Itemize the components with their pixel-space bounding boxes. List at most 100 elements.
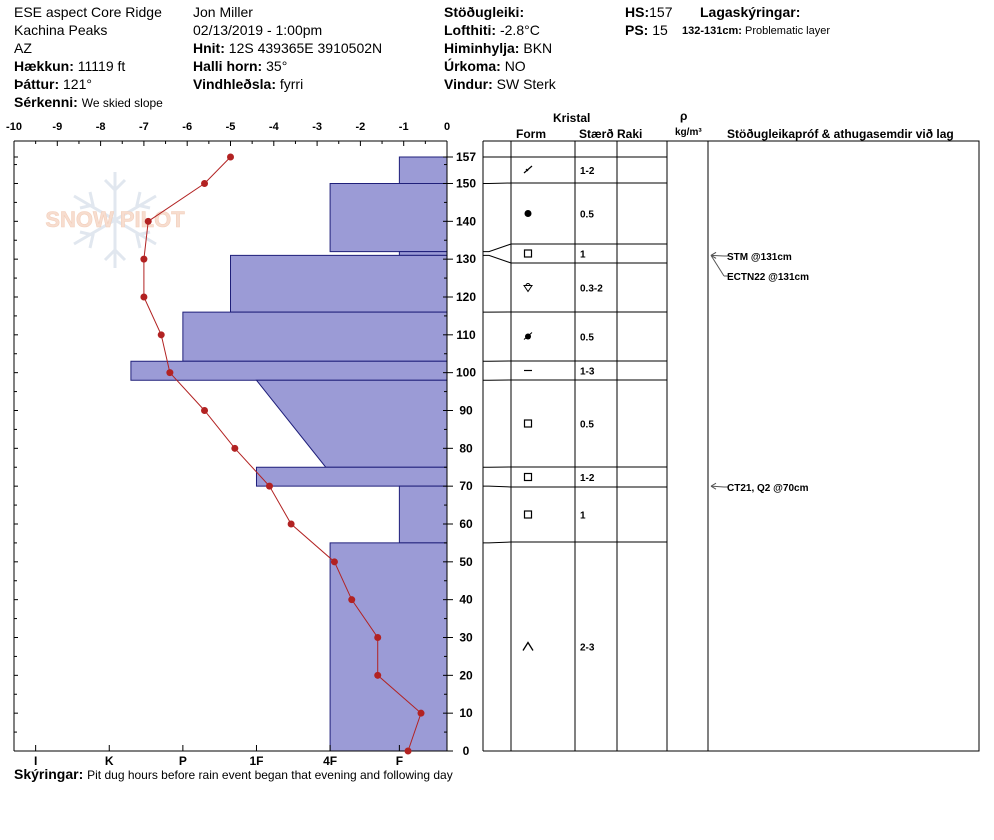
hardness-bar-3 [230, 254, 448, 313]
faceted-icon [523, 510, 533, 519]
grain-size-label: 1 [580, 511, 586, 522]
hardness-bar-7 [255, 466, 448, 487]
sky-label: Himinhylja: [444, 40, 520, 56]
watermark-text: SNOW PILOT [45, 207, 185, 232]
stability-label: Stöðugleiki: [444, 4, 525, 20]
hardness-bar-5 [130, 360, 448, 381]
site-state: AZ [14, 40, 32, 56]
temperature-point [227, 153, 234, 161]
coords-label: Hnit: [193, 40, 225, 56]
temperature-point [404, 747, 412, 755]
layer-row: 0.5 [524, 210, 594, 221]
elevation: Hækkun: 11119 ft [14, 58, 125, 74]
rounded-grains-icon [524, 210, 532, 217]
temperature-point [140, 255, 148, 263]
layer-row: 0.3-2 [523, 283, 603, 295]
wind-value: SW Sterk [496, 76, 556, 92]
layer-note-range: 132-131cm: [682, 25, 742, 37]
temperature-point [201, 179, 209, 187]
depth-tick-label: 157 [456, 150, 476, 164]
temp-tick-label: -8 [96, 121, 106, 133]
layer-note: 132-131cm: Problematic layer [682, 23, 830, 39]
temp-tick-label: -4 [269, 121, 280, 133]
temp-tick-label: 0 [444, 121, 450, 133]
precip: Úrkoma: NO [444, 58, 526, 74]
layer-notes-label: Lagaskýringar: [700, 4, 801, 20]
elevation-value: 11119 ft [77, 58, 126, 74]
temperature-point [330, 558, 338, 566]
hardness-bar-1 [329, 182, 448, 253]
slope-label: Halli horn: [193, 58, 263, 74]
hardness-bar-0 [398, 156, 448, 184]
hardness-bar-6 [255, 379, 448, 468]
hardness-bar-4 [182, 311, 448, 362]
air-temp-value: -2.8°C [499, 22, 540, 38]
depth-tick-label: 10 [459, 706, 473, 720]
depth-tick-label: 0 [463, 744, 470, 758]
slope: Halli horn: 35° [193, 58, 287, 74]
layer-row: 2-3 [522, 641, 595, 654]
depth-tick-label: 110 [456, 328, 476, 342]
test-arrow-head [710, 251, 717, 259]
depth-tick-label: 50 [459, 555, 473, 569]
layer-connector [483, 485, 512, 488]
specifics-value: We skied slope [81, 96, 163, 110]
grain-size-label: 0.5 [580, 210, 594, 221]
temperature-point [140, 293, 148, 301]
hardness-bar-2 [398, 251, 448, 256]
layer-row: 1 [523, 510, 586, 522]
hardness-tick-label: K [105, 754, 114, 768]
temperature-point [287, 520, 295, 528]
layer-row: 1-2 [523, 165, 595, 177]
ps-value: 15 [652, 22, 668, 38]
test-arrow-head [710, 482, 717, 490]
grain-size-label: 1-2 [580, 166, 595, 177]
wind-loading-value: fyrri [279, 76, 304, 92]
temp-tick-label: -2 [356, 121, 366, 133]
hardness-tick-label: 1F [249, 754, 263, 768]
mixed-rounding-slash [523, 332, 533, 340]
elevation-label: Hækkun: [14, 58, 74, 74]
grain-size-label: 0.5 [580, 333, 594, 344]
faceted-icon [523, 419, 533, 428]
temperature-point [144, 217, 152, 225]
temperature-point [265, 482, 273, 490]
depth-tick-label: 140 [456, 214, 476, 228]
test-label: STM @131cm [727, 252, 792, 263]
site-title: ESE aspect Core Ridge [14, 4, 162, 20]
grain-size-label: 2-3 [580, 643, 595, 654]
depth-tick-label: 150 [456, 176, 476, 190]
moisture-header: Raki [617, 127, 643, 141]
layer-connector [483, 541, 512, 544]
temp-tick-label: -7 [139, 121, 149, 133]
density-unit: kg/m³ [675, 127, 702, 138]
depth-tick-label: 90 [459, 403, 473, 417]
coords-value: 12S 439365E 3910502N [228, 40, 383, 56]
temperature-point [374, 633, 382, 641]
depth-tick-label: 120 [456, 290, 476, 304]
temp-tick-label: -10 [6, 121, 22, 133]
hs-label: HS: [625, 4, 650, 20]
air-temp-label: Lofthiti: [444, 22, 497, 38]
grain-size-label: 0.3-2 [580, 284, 603, 295]
aspect-label: Þáttur: [14, 76, 60, 92]
grain-size-label: 0.5 [580, 420, 594, 431]
depth-tick-label: 40 [459, 593, 473, 607]
layer-row: 0.5 [523, 332, 594, 344]
layer-connector [483, 243, 512, 253]
layer-row: 1-2 [523, 472, 595, 484]
observer: Jon Miller [193, 4, 253, 20]
depth-tick-label: 130 [456, 252, 476, 266]
grain-size-label: 1-3 [580, 367, 595, 378]
hardness-tick-label: I [34, 754, 37, 768]
test-arrow-line [710, 485, 725, 488]
hardness-bar-9 [329, 542, 448, 752]
ps: PS: 15 [625, 22, 668, 38]
test-label: ECTN22 @131cm [727, 272, 809, 283]
hardness-tick-label: F [396, 754, 403, 768]
layer-table: 1-2 0.5 1 0.3-2 0.5 1-3 0.5 1-2 1 2-3 STM @131cm EC… [482, 140, 980, 752]
faceted-icon [523, 249, 533, 258]
temp-tick-label: -3 [312, 121, 322, 133]
depth-tick-label: 20 [459, 668, 473, 682]
